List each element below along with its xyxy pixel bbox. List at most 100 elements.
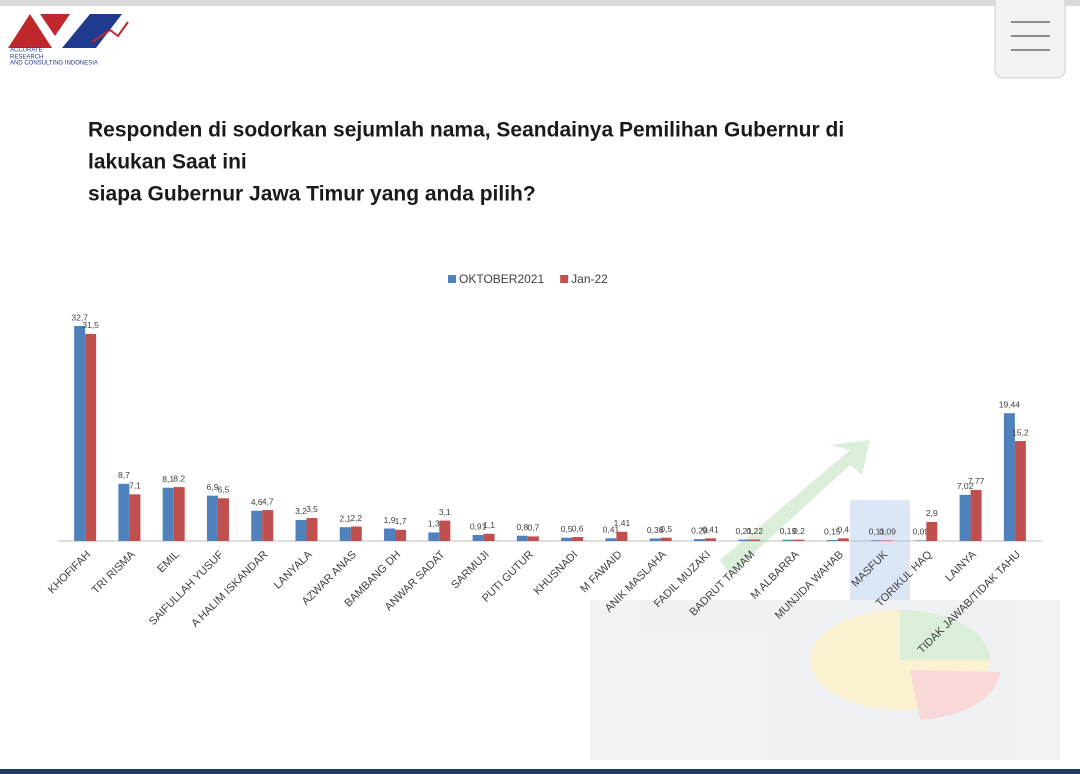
value-label: 8,2: [173, 473, 185, 483]
bar: [306, 517, 318, 541]
legend-label: Jan-22: [571, 272, 608, 286]
value-label: 2,1: [339, 513, 351, 523]
bar: [871, 540, 883, 541]
x-tick-label: KHOFIFAH: [46, 549, 93, 596]
bar: [926, 521, 938, 541]
value-label: 19,44: [999, 399, 1021, 409]
value-label: 0,21: [735, 526, 752, 536]
x-tick-label: LANYALA: [272, 548, 315, 591]
bar: [749, 539, 761, 541]
x-tick-label: TRI RISMA: [90, 548, 138, 596]
bar: [915, 540, 927, 541]
x-tick-label: LAINYA: [943, 548, 979, 584]
value-label: 32,7: [71, 312, 88, 322]
value-label: 1,3: [428, 519, 440, 529]
legend-swatch: [448, 275, 456, 283]
bar: [516, 535, 528, 541]
value-label: 2,9: [926, 508, 938, 518]
x-tick-label: A HALIM ISKANDAR: [189, 549, 270, 630]
top-strip: [0, 0, 1080, 6]
bar: [350, 526, 362, 541]
bar: [251, 510, 263, 541]
bar: [1003, 413, 1015, 541]
chart-title: lakukan Saat ini: [88, 151, 247, 174]
bar: [295, 519, 307, 541]
x-tick-label: KHUSNADI: [532, 549, 581, 598]
value-label: 0,41: [702, 525, 719, 535]
value-label: 6,5: [218, 485, 230, 495]
bar: [118, 483, 130, 541]
value-label: 0,38: [647, 525, 664, 535]
value-label: 8,1: [162, 474, 174, 484]
legend-swatch: [560, 275, 569, 283]
value-label: 0,6: [572, 523, 584, 533]
bar: [85, 333, 97, 541]
logo-text: RESEARCH: [10, 55, 43, 61]
bar: [660, 537, 672, 541]
bar: [959, 494, 971, 541]
value-label: 31,5: [82, 320, 99, 330]
logo-text: ACCURATE: [10, 48, 43, 54]
value-label: 0,15: [824, 526, 841, 536]
bar: [173, 487, 185, 541]
x-tick-label: M FAWAID: [578, 549, 624, 595]
bar: [693, 539, 705, 541]
value-label: 0,91: [470, 521, 487, 531]
value-label: 0,8: [516, 522, 528, 532]
value-label: 3,2: [295, 506, 307, 516]
x-tick-label: SAIFULLAH YUSUF: [147, 549, 226, 628]
bar: [129, 494, 141, 541]
bar: [561, 537, 573, 541]
bar: [339, 527, 351, 541]
bar: [162, 487, 174, 541]
value-label: 4,6: [251, 497, 263, 507]
bar: [837, 538, 849, 541]
legend-label: OKTOBER2021: [459, 272, 544, 286]
value-label: 6,9: [207, 482, 219, 492]
value-label: 0,5: [660, 524, 672, 534]
value-label: 0,7: [527, 523, 539, 533]
bar: [649, 538, 661, 541]
bar: [74, 326, 86, 541]
value-label: 1,9: [384, 515, 396, 525]
value-label: 0,09: [879, 527, 896, 537]
bar: [428, 532, 440, 541]
value-label: 7,1: [129, 481, 141, 491]
bar: [384, 528, 396, 541]
logo: ACCURATE RESEARCH AND CONSULTING INDONES…: [8, 14, 129, 67]
bar: [206, 495, 218, 541]
value-label: 0,5: [561, 524, 573, 534]
value-label: 0,09: [913, 527, 930, 537]
bar: [782, 539, 794, 541]
bar: [882, 540, 894, 541]
value-label: 2,2: [350, 513, 362, 523]
bar: [439, 520, 451, 541]
value-label: 0,11: [869, 527, 885, 537]
bar: [1014, 441, 1026, 541]
bar: [572, 537, 584, 541]
x-tick-label: SARMUJI: [449, 549, 492, 592]
value-label: 0,19: [780, 526, 797, 536]
value-label: 1,7: [395, 516, 407, 526]
menu-button[interactable]: [994, 0, 1066, 79]
value-label: 3,1: [439, 507, 451, 517]
value-label: 0,29: [691, 525, 708, 535]
value-label: 8,7: [118, 470, 130, 480]
value-label: 7,02: [957, 481, 974, 491]
value-label: 0,41: [603, 525, 620, 535]
value-label: 3,5: [306, 504, 318, 514]
bar: [616, 531, 628, 541]
bar: [793, 539, 805, 541]
value-label: 1.41: [614, 518, 631, 528]
bar: [395, 529, 407, 541]
bar: [738, 539, 750, 541]
bottom-strip: [0, 769, 1080, 774]
value-label: 0,2: [793, 526, 805, 536]
value-label: 0,22: [746, 526, 763, 536]
bar: [472, 535, 484, 541]
chart-title: Responden di sodorkan sejumlah nama, Sea…: [88, 119, 844, 142]
x-tick-label: EMIL: [155, 549, 182, 576]
bar: [217, 498, 229, 541]
background-art: [590, 440, 1060, 760]
